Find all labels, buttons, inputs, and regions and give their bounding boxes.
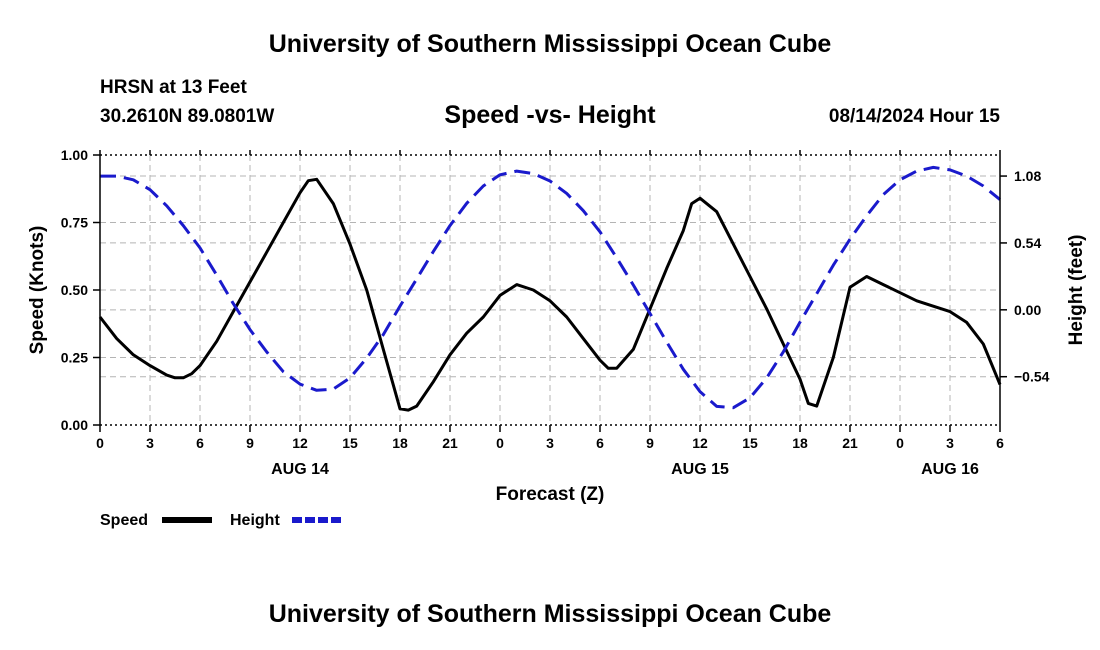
x-tick-label: 6 (196, 435, 204, 451)
footer-title: University of Southern Mississippi Ocean… (268, 600, 832, 628)
x-tick-label: 12 (692, 435, 708, 451)
x-axis-title: Forecast (Z) (496, 484, 605, 505)
x-tick-label: 9 (246, 435, 254, 451)
y-tick-label: 1.00 (61, 147, 88, 163)
x-tick-label: 12 (292, 435, 308, 451)
label-layer: 0 3 6 9 12 15 18 21 0 3 6 9 12 15 18 21 0 3 6 0.00 0.25 0.50 0… (27, 147, 1087, 505)
x-tick-label: 0 (896, 435, 904, 451)
x-tick-label: 3 (946, 435, 954, 451)
y-tick-label: 0.00 (61, 417, 88, 433)
x-tick-label: 6 (596, 435, 604, 451)
y-axis-title: Speed (Knots) (27, 226, 48, 355)
legend: Speed Height (100, 512, 342, 529)
series-line-height (100, 165, 1001, 410)
x-tick-label: 0 (96, 435, 104, 451)
x-tick-label: 18 (792, 435, 808, 451)
x-tick-label: 21 (842, 435, 858, 451)
x-tick-label: 9 (646, 435, 654, 451)
date-label: AUG 16 (921, 461, 979, 478)
x-tick-label: 3 (146, 435, 154, 451)
y-tick-label: 0.25 (61, 350, 88, 366)
y2-tick-label: 1.08 (1014, 168, 1041, 184)
legend-label-height: Height (230, 512, 280, 529)
station-label: HRSN at 13 Feet (100, 77, 247, 98)
x-tick-label: 0 (496, 435, 504, 451)
series-layer (98, 165, 1002, 412)
x-tick-label: 21 (442, 435, 458, 451)
x-tick-label: 15 (342, 435, 358, 451)
main-title: University of Southern Mississippi Ocean… (268, 30, 832, 58)
date-label: AUG 15 (671, 461, 729, 478)
x-tick-label: 15 (742, 435, 758, 451)
coordinates-label: 30.2610N 89.0801W (100, 106, 275, 127)
legend-label-speed: Speed (100, 512, 148, 529)
axis-layer (93, 150, 1007, 432)
y2-tick-label: 0.00 (1014, 302, 1041, 318)
x-tick-label: 6 (996, 435, 1004, 451)
grid-layer (100, 155, 1000, 425)
y2-axis-title: Height (feet) (1066, 235, 1087, 346)
x-tick-label: 3 (546, 435, 554, 451)
date-label: AUG 14 (271, 461, 329, 478)
y2-tick-label: −0.54 (1014, 369, 1050, 385)
chart-title: Speed -vs- Height (444, 101, 656, 129)
y-tick-label: 0.50 (61, 282, 88, 298)
date-hour-label: 08/14/2024 Hour 15 (828, 106, 1000, 127)
y2-tick-label: 0.54 (1014, 235, 1041, 251)
x-tick-label: 18 (392, 435, 408, 451)
y-tick-label: 0.75 (61, 215, 88, 231)
